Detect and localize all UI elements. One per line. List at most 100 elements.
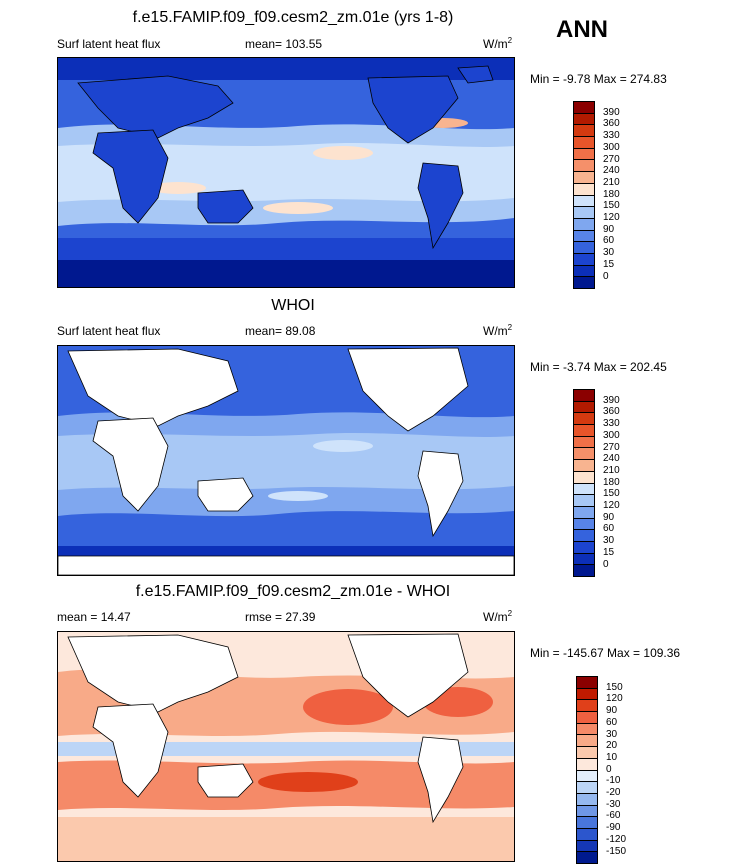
colorbar-swatch	[574, 389, 594, 401]
panel3-eurasia	[67, 634, 239, 713]
colorbar-tick-label: -120	[606, 833, 627, 845]
colorbar-tick-label: 270	[603, 441, 620, 453]
panel1-hotspot-npac	[313, 146, 373, 160]
colorbar-swatch	[574, 424, 594, 436]
panel2-units: W/m2	[483, 323, 513, 338]
colorbar-swatch	[574, 447, 594, 460]
panel2-hotspot-npac	[313, 440, 373, 452]
colorbar-swatch	[574, 112, 594, 125]
panel3-equatorial-negative	[58, 742, 514, 756]
colorbar-tick-label: 210	[603, 464, 620, 476]
colorbar-swatch	[574, 206, 594, 218]
colorbar-tick-label: 150	[606, 681, 623, 693]
colorbar-swatch	[574, 159, 594, 172]
colorbar-tick-label: -60	[606, 810, 621, 822]
colorbar-swatch	[577, 769, 597, 782]
panel1-australia	[197, 189, 254, 224]
colorbar-tick-label: 360	[603, 118, 620, 130]
colorbar-swatch	[574, 482, 594, 495]
colorbar-swatch	[574, 517, 594, 530]
colorbar-swatch	[577, 699, 597, 712]
colorbar-swatch	[577, 757, 597, 770]
colorbar-swatch	[577, 676, 597, 688]
panel1-colorbar-swatches	[573, 101, 595, 290]
colorbar-swatch	[574, 276, 594, 288]
panel2-mean-label: mean= 89.08	[245, 324, 316, 338]
colorbar-tick-label: 120	[606, 693, 623, 705]
panel1-mean-label: mean= 103.55	[245, 37, 323, 51]
panel2-south-america	[417, 450, 464, 538]
colorbar-tick-label: 90	[603, 223, 615, 235]
colorbar-tick-label: 0	[603, 558, 609, 570]
colorbar-swatch	[574, 529, 594, 541]
panel2-australia	[197, 477, 254, 512]
panel1-arctic-band	[58, 58, 514, 80]
colorbar-tick-label: -20	[606, 787, 621, 798]
colorbar-tick-label: 90	[603, 511, 615, 523]
panel1-variable-label: Surf latent heat flux	[57, 37, 161, 51]
panel3-australia	[197, 763, 254, 798]
panel2-continents	[58, 347, 514, 575]
colorbar-tick-label: 30	[603, 535, 615, 547]
colorbar-tick-label: 270	[603, 153, 620, 165]
colorbar-tick-label: 0	[606, 763, 612, 775]
panel1-hotspot-spac	[263, 202, 333, 214]
colorbar-swatch	[577, 816, 597, 828]
colorbar-tick-label: 240	[603, 453, 620, 465]
panel3-map-svg	[58, 632, 514, 861]
colorbar-tick-label: 0	[603, 270, 609, 282]
colorbar-swatch	[574, 540, 594, 553]
colorbar-tick-label: 120	[603, 500, 620, 511]
colorbar-tick-label: -30	[606, 798, 621, 810]
colorbar-tick-label: 390	[603, 394, 620, 406]
panel1-title: f.e15.FAMIP.f09_f09.cesm2_zm.01e (yrs 1-…	[132, 9, 454, 26]
colorbar-swatch	[574, 136, 594, 148]
panel2-variable-label: Surf latent heat flux	[57, 324, 161, 338]
colorbar-tick-label: 60	[603, 523, 615, 535]
colorbar-tick-label: 300	[603, 141, 620, 153]
colorbar-tick-label: 60	[603, 235, 615, 247]
colorbar-tick-label: 150	[603, 488, 620, 500]
colorbar-tick-label: 30	[606, 728, 618, 740]
colorbar-swatch	[574, 470, 594, 483]
colorbar-swatch	[574, 241, 594, 253]
colorbar-tick-label: 60	[606, 716, 618, 728]
colorbar-swatch	[574, 147, 594, 160]
colorbar-tick-label: 15	[603, 546, 615, 558]
panel1-south-america	[417, 162, 464, 250]
panel3-mean-label: mean = 14.47	[57, 610, 131, 624]
panel3-title: f.e15.FAMIP.f09_f09.cesm2_zm.01e - WHOI	[135, 583, 451, 600]
panel2-antarctica	[58, 555, 514, 575]
colorbar-tick-label: 360	[603, 406, 620, 418]
colorbar-swatch	[574, 124, 594, 137]
colorbar-swatch	[577, 781, 597, 793]
panel3-map	[57, 631, 515, 862]
panel2-title: WHOI	[271, 297, 315, 314]
colorbar-swatch	[574, 505, 594, 518]
panel2-minmax: Min = -3.74 Max = 202.45	[530, 360, 667, 374]
colorbar-swatch	[574, 194, 594, 207]
colorbar-swatch	[577, 722, 597, 735]
colorbar-swatch	[574, 400, 594, 413]
panel2-map-svg	[58, 346, 514, 575]
colorbar-tick-label: -150	[606, 845, 627, 857]
panel3-africa	[92, 703, 169, 798]
panel1-africa	[92, 129, 169, 224]
panel3-minmax: Min = -145.67 Max = 109.36	[530, 646, 681, 660]
panel2-map	[57, 345, 515, 576]
colorbar-tick-label: -10	[606, 775, 621, 787]
colorbar-tick-label: 180	[603, 188, 620, 200]
panel3-npac-anomaly	[303, 689, 393, 725]
panel3-north-america	[347, 633, 469, 718]
colorbar-swatch	[574, 229, 594, 242]
colorbar-tick-label: 240	[603, 165, 620, 177]
colorbar-swatch	[574, 171, 594, 183]
colorbar-swatch	[577, 851, 597, 863]
panel3-continents	[67, 633, 469, 824]
panel1-southern-band	[58, 238, 514, 260]
panel1-greenland	[457, 65, 494, 84]
colorbar-swatch	[574, 412, 594, 425]
colorbar-tick-label: 15	[603, 258, 615, 270]
colorbar-swatch	[574, 459, 594, 471]
colorbar-tick-label: 20	[606, 740, 618, 752]
